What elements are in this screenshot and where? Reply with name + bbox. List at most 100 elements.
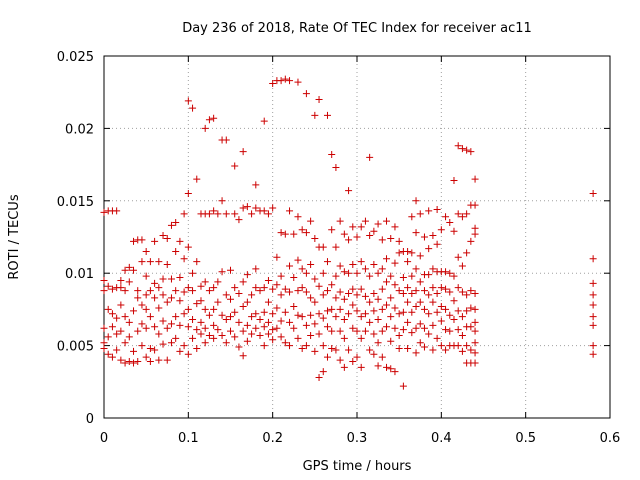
data-point bbox=[471, 201, 479, 209]
data-point bbox=[399, 274, 407, 282]
data-point bbox=[311, 234, 319, 242]
data-point bbox=[269, 204, 277, 212]
y-tick-label: 0.02 bbox=[65, 122, 94, 137]
data-point bbox=[328, 281, 336, 289]
data-point bbox=[395, 287, 403, 295]
data-point bbox=[408, 329, 416, 337]
data-point bbox=[172, 247, 180, 255]
data-point bbox=[227, 313, 234, 321]
data-point bbox=[471, 318, 479, 326]
data-point bbox=[391, 281, 399, 289]
data-point bbox=[357, 363, 365, 371]
data-point bbox=[454, 326, 462, 334]
data-point bbox=[315, 330, 323, 338]
data-point bbox=[235, 343, 243, 351]
data-point bbox=[277, 317, 285, 325]
data-point bbox=[159, 275, 167, 283]
data-point bbox=[167, 339, 175, 347]
data-point bbox=[294, 78, 302, 86]
data-point bbox=[138, 342, 146, 350]
data-point bbox=[366, 272, 374, 280]
data-point bbox=[332, 163, 340, 171]
data-point bbox=[104, 282, 112, 290]
data-point bbox=[163, 324, 171, 332]
x-tick-label: 0.5 bbox=[515, 431, 536, 446]
data-point bbox=[404, 247, 412, 255]
data-point bbox=[589, 350, 597, 358]
data-point bbox=[130, 347, 138, 355]
data-point bbox=[256, 287, 264, 295]
data-point bbox=[197, 297, 205, 305]
data-point bbox=[454, 253, 462, 261]
data-point bbox=[361, 327, 369, 335]
data-point bbox=[281, 285, 289, 293]
data-point bbox=[214, 278, 222, 286]
data-point bbox=[264, 276, 272, 284]
data-point bbox=[184, 284, 192, 292]
data-point bbox=[155, 284, 163, 292]
data-point bbox=[349, 301, 357, 309]
data-point bbox=[142, 247, 150, 255]
data-point bbox=[197, 330, 205, 338]
data-point bbox=[100, 324, 108, 332]
data-point bbox=[425, 271, 433, 279]
data-point bbox=[471, 230, 479, 238]
data-point bbox=[104, 333, 112, 341]
data-point bbox=[345, 310, 353, 318]
data-point bbox=[463, 342, 471, 350]
data-point bbox=[163, 298, 171, 306]
chart-title: Day 236 of 2018, Rate Of TEC Index for r… bbox=[182, 21, 532, 36]
data-point bbox=[243, 271, 251, 279]
data-point bbox=[307, 311, 315, 319]
data-point bbox=[205, 311, 213, 319]
data-point bbox=[235, 216, 243, 224]
data-point bbox=[176, 347, 184, 355]
data-point bbox=[437, 226, 445, 234]
data-point bbox=[328, 305, 336, 313]
data-point bbox=[227, 295, 234, 303]
data-point bbox=[205, 116, 213, 124]
data-point bbox=[222, 136, 230, 144]
data-point bbox=[463, 307, 471, 315]
data-point bbox=[307, 261, 315, 269]
data-point bbox=[176, 321, 184, 329]
data-point bbox=[454, 284, 462, 292]
data-point bbox=[243, 203, 251, 211]
data-point bbox=[167, 275, 175, 283]
data-point bbox=[108, 353, 116, 361]
data-point bbox=[290, 274, 298, 282]
data-point bbox=[463, 291, 471, 299]
data-point bbox=[412, 287, 420, 295]
data-point bbox=[286, 342, 294, 350]
data-point bbox=[142, 291, 150, 299]
x-tick-label: 0.6 bbox=[600, 431, 621, 446]
data-point bbox=[294, 256, 302, 264]
data-point bbox=[130, 359, 138, 367]
data-point bbox=[227, 266, 234, 274]
data-point bbox=[387, 313, 395, 321]
data-point bbox=[201, 278, 209, 286]
data-point bbox=[454, 210, 462, 218]
data-point bbox=[159, 291, 167, 299]
data-point bbox=[374, 269, 382, 277]
data-point bbox=[201, 324, 209, 332]
data-point bbox=[450, 272, 458, 280]
data-point bbox=[235, 318, 243, 326]
data-point bbox=[370, 289, 378, 297]
data-point bbox=[256, 316, 264, 324]
data-point bbox=[138, 258, 146, 266]
data-point bbox=[463, 146, 471, 154]
data-point bbox=[134, 327, 142, 335]
data-point bbox=[231, 210, 239, 218]
data-point bbox=[121, 313, 129, 321]
data-point bbox=[353, 291, 361, 299]
data-point bbox=[340, 334, 348, 342]
data-point bbox=[151, 237, 159, 245]
data-point bbox=[176, 274, 184, 282]
data-point bbox=[450, 227, 458, 235]
data-point bbox=[378, 305, 386, 313]
data-point bbox=[336, 217, 344, 225]
data-point bbox=[264, 330, 272, 338]
data-point bbox=[235, 289, 243, 297]
data-point bbox=[412, 349, 420, 357]
